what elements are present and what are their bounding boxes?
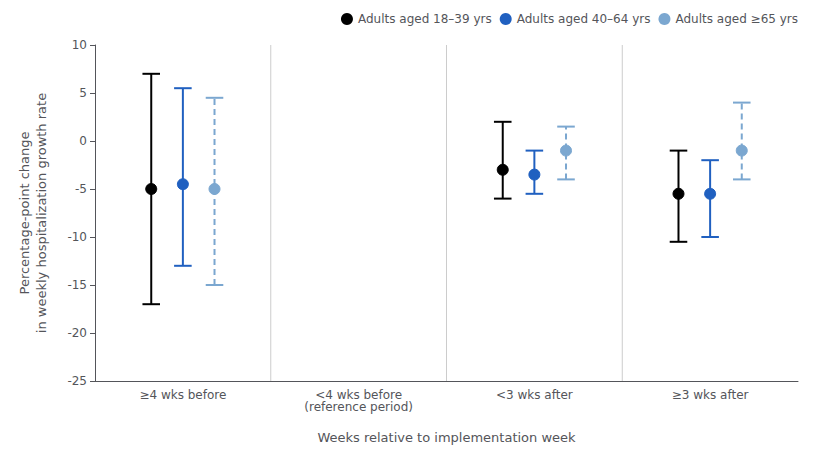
svg-text:≥3 wks after: ≥3 wks after xyxy=(672,388,749,402)
svg-text:-25: -25 xyxy=(67,374,87,388)
svg-text:Adults aged 40–64 yrs: Adults aged 40–64 yrs xyxy=(517,12,651,26)
svg-text:-5: -5 xyxy=(75,182,87,196)
svg-text:5: 5 xyxy=(79,86,87,100)
svg-text:-10: -10 xyxy=(67,230,87,244)
svg-text:Percentage-point change: Percentage-point change xyxy=(17,132,32,295)
svg-text:Adults aged 18–39 yrs: Adults aged 18–39 yrs xyxy=(358,12,492,26)
svg-text:10: 10 xyxy=(72,38,87,52)
svg-text:-15: -15 xyxy=(67,278,87,292)
svg-text:<4 wks before: <4 wks before xyxy=(315,388,403,402)
svg-text:0: 0 xyxy=(79,134,87,148)
svg-text:<3 wks after: <3 wks after xyxy=(496,388,573,402)
svg-text:Weeks relative to implementati: Weeks relative to implementation week xyxy=(317,430,576,445)
svg-text:-20: -20 xyxy=(67,326,87,340)
svg-text:Adults aged ≥65 yrs: Adults aged ≥65 yrs xyxy=(675,12,798,26)
svg-text:(reference period): (reference period) xyxy=(304,400,413,414)
svg-text:≥4 wks before: ≥4 wks before xyxy=(139,388,226,402)
svg-text:in weekly hospitalization grow: in weekly hospitalization growth rate xyxy=(34,93,49,333)
